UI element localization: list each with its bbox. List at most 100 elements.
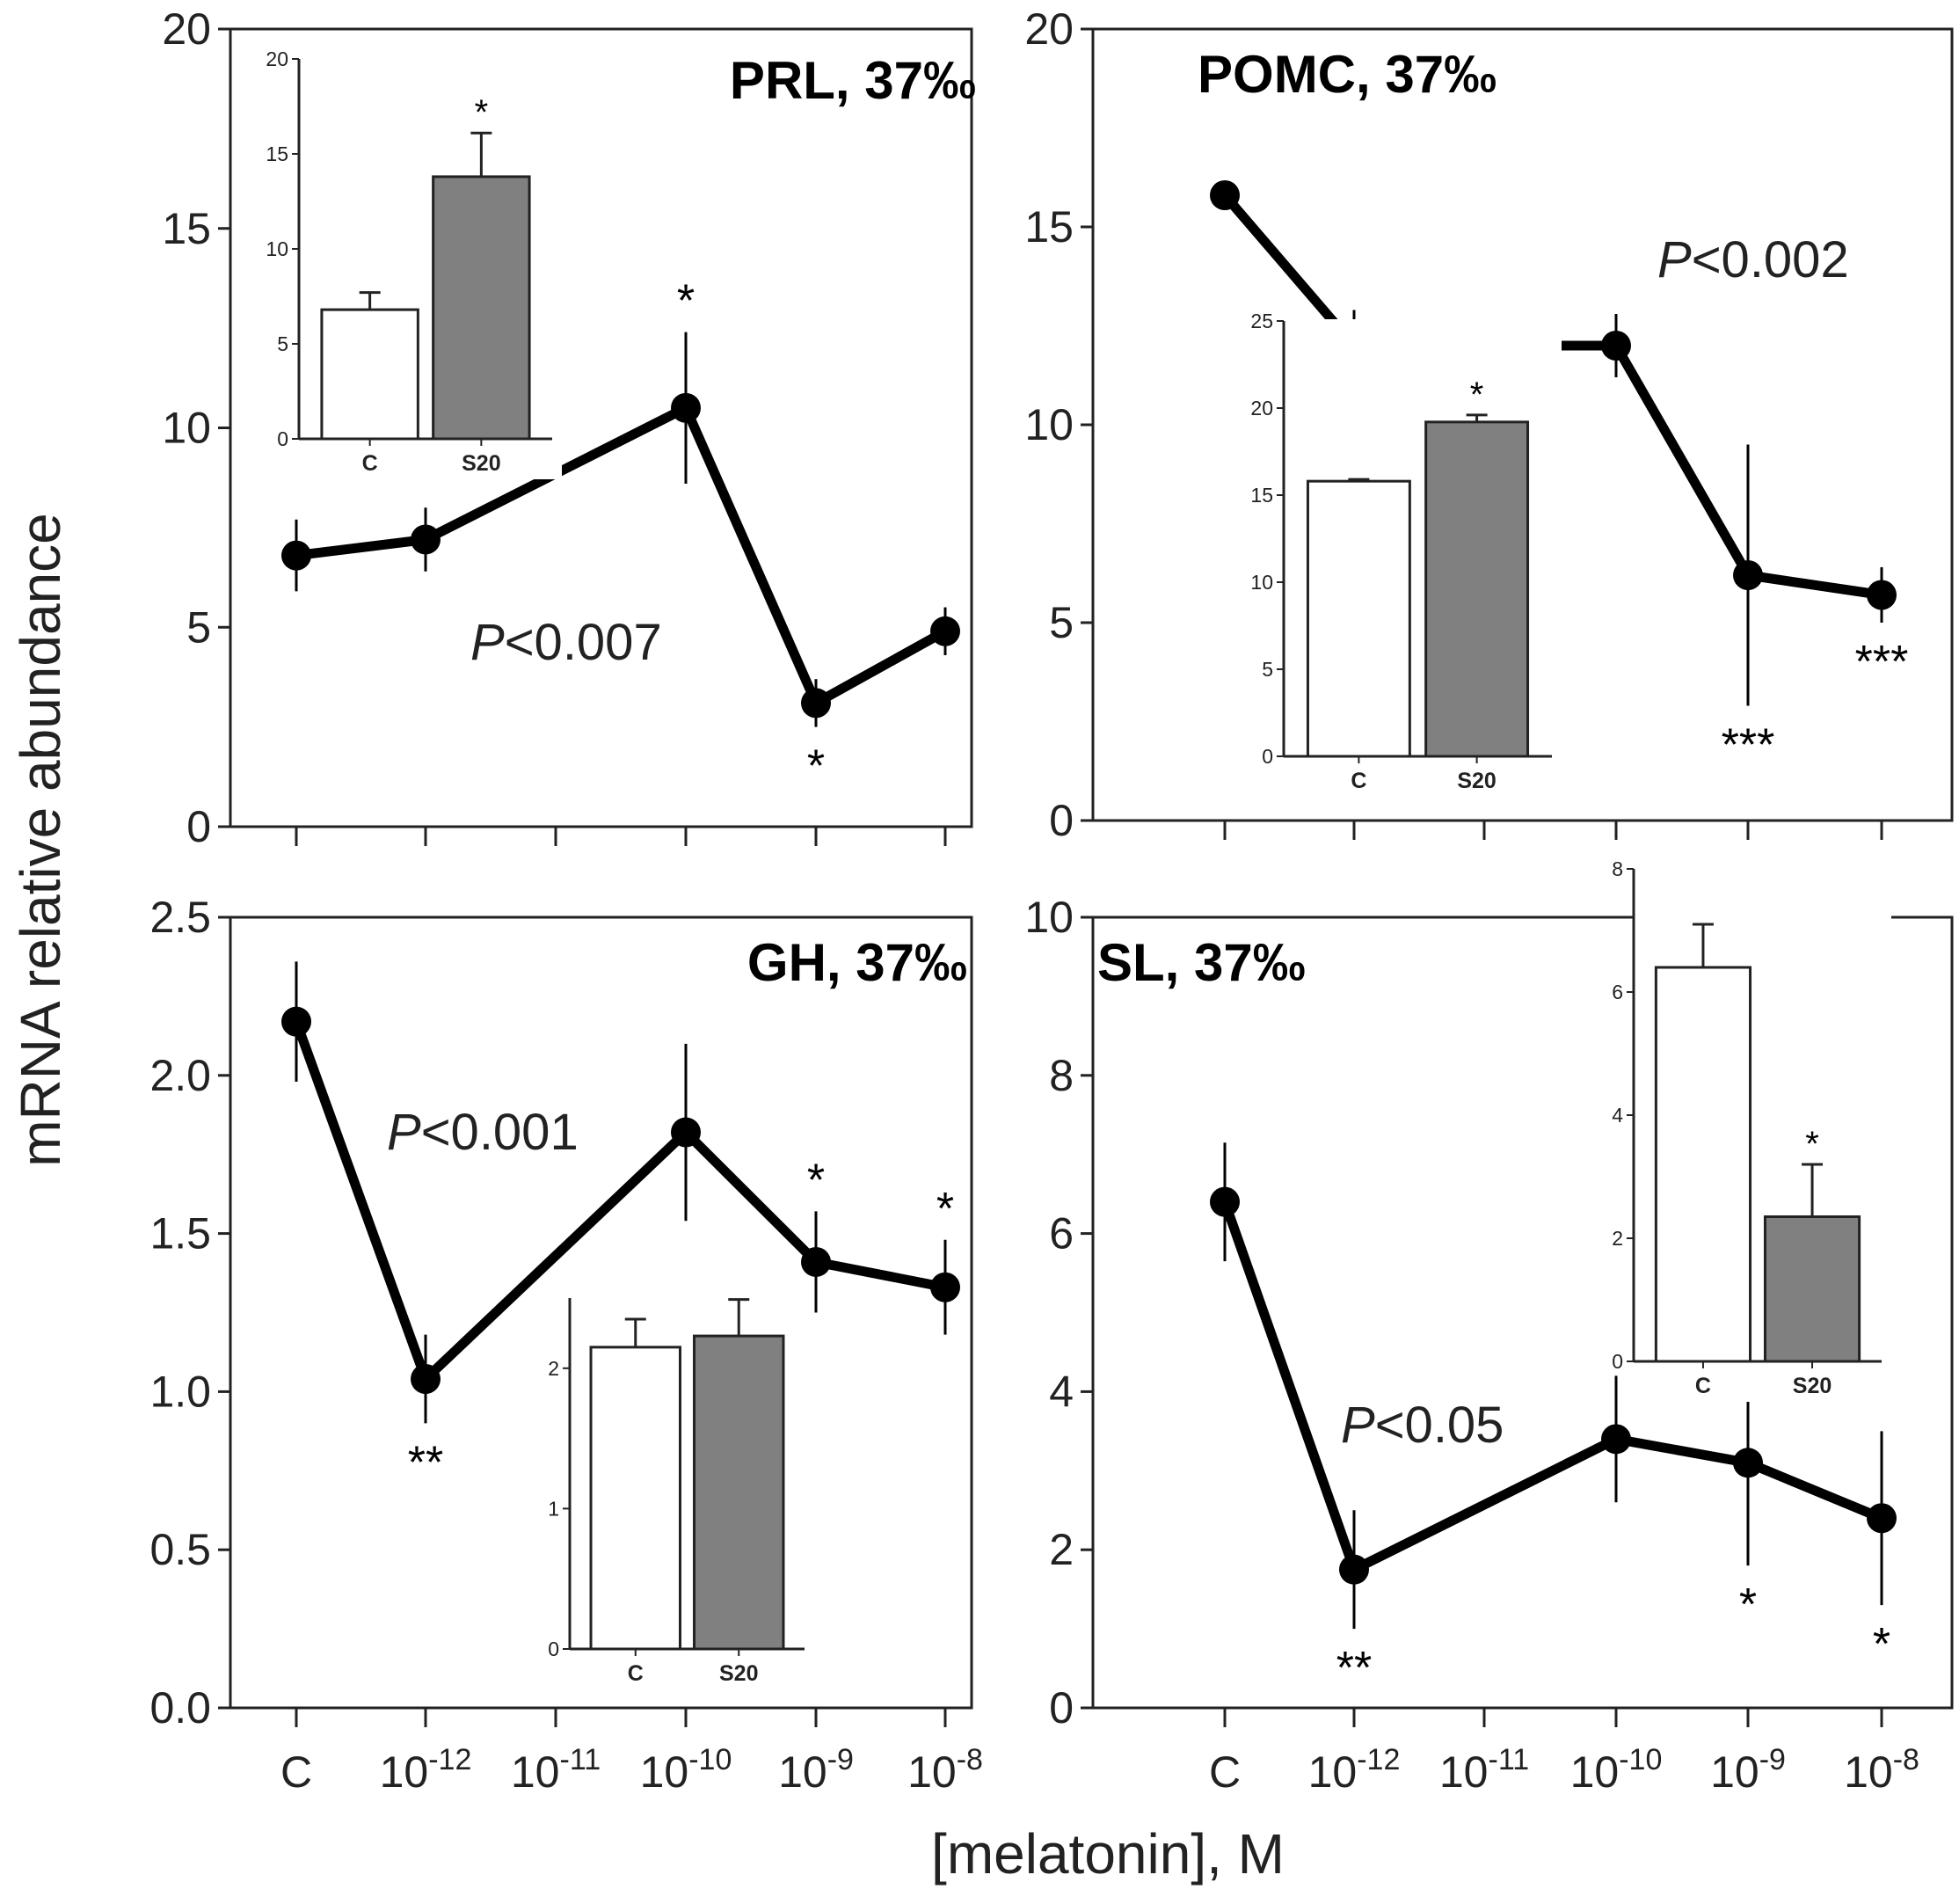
x-tick-label: 10-11 (1439, 1743, 1529, 1797)
panel-sl: 0 2 4 6 8 10 C 10-12 10-11 10-10 10-9 10-8 SL, 37‰ P<… (1024, 857, 1954, 1797)
data-point (801, 1246, 831, 1277)
inset-y-tick-label: 1 (548, 1497, 559, 1520)
inset-bar-s20 (693, 1334, 785, 1651)
significance-marker: ** (1336, 1643, 1372, 1694)
x-tick-label: 10-10 (1570, 1743, 1663, 1797)
data-point (801, 688, 831, 719)
inset-bar-chart: 0 5 10 15 20 C S20 * (266, 47, 562, 479)
inset-y-tick-label: 8 (1612, 857, 1623, 880)
p-value: P<0.001 (387, 1104, 579, 1161)
inset-bar-c (589, 1346, 681, 1651)
x-tick-label: 10-11 (511, 1743, 601, 1797)
plot-frame (1091, 916, 1954, 1710)
y-tick-label: 1.0 (149, 1367, 211, 1416)
inset-y-tick-label: 5 (277, 332, 288, 355)
y-tick-label: 2.0 (149, 1051, 211, 1100)
y-tick-label: 20 (1024, 4, 1074, 54)
data-point (281, 540, 311, 571)
data-point (1210, 180, 1240, 210)
x-tick-label: C (280, 1747, 312, 1797)
inset-bar-s20 (1763, 1215, 1861, 1363)
inset-x-tick-label: S20 (719, 1661, 758, 1686)
y-tick-label: 5 (186, 602, 211, 652)
inset-y-tick-label: 2 (548, 1357, 559, 1380)
y-tick-label: 10 (1024, 400, 1074, 449)
data-point (1601, 1424, 1631, 1455)
x-tick-label: 10-8 (907, 1743, 983, 1797)
inset-y-tick-label: 0 (1612, 1350, 1623, 1373)
inset-x-tick-label: S20 (462, 451, 500, 476)
inset-bar-s20 (432, 175, 531, 441)
inset-bar-c (1654, 966, 1752, 1363)
inset-x-tick-label: C (1351, 769, 1366, 793)
inset-bar-c (320, 308, 419, 441)
y-tick-label: 10 (162, 404, 211, 453)
x-tick-label: 10-12 (380, 1743, 472, 1797)
x-tick-label: 10-9 (1710, 1743, 1786, 1797)
panel-title: PRL, 37‰ (730, 51, 976, 110)
inset-y-tick-label: 15 (1250, 484, 1273, 507)
y-tick-label: 4 (1049, 1367, 1074, 1416)
inset-x-tick-label: S20 (1793, 1374, 1832, 1398)
inset-bar-s20 (1424, 420, 1530, 758)
data-point (1601, 331, 1631, 361)
data-point (411, 1364, 441, 1395)
y-tick-label: 2 (1049, 1525, 1074, 1574)
data-point (930, 616, 960, 646)
inset-y-tick-label: 20 (1250, 397, 1273, 419)
inset-y-tick-label: 25 (1250, 310, 1273, 332)
y-tick-label: 1.5 (149, 1209, 211, 1258)
data-point (1210, 1186, 1240, 1217)
data-point (1733, 1448, 1763, 1478)
inset-y-tick-label: 6 (1612, 981, 1623, 1003)
y-tick-label: 8 (1049, 1051, 1074, 1100)
panel-prl: 0 5 10 15 20 PRL, 37‰ P<0.007 * * 0 5 10 15 20 C S20 * (162, 4, 976, 851)
x-axis-label: [melatonin], M (931, 1822, 1285, 1886)
significance-marker: * (807, 741, 825, 792)
inset-y-tick-label: 10 (1250, 571, 1273, 594)
y-tick-label: 6 (1049, 1209, 1074, 1258)
y-tick-label: 15 (1024, 202, 1074, 252)
y-tick-label: 0.0 (149, 1683, 211, 1733)
data-point (930, 1272, 960, 1302)
p-value: P<0.002 (1657, 231, 1849, 288)
panel-title: GH, 37‰ (747, 933, 967, 992)
panel-pomc: 0 5 10 15 20 POMC, 37‰ P<0.002 *** *** 0 5 10 15 20 25… (1024, 4, 1954, 845)
x-tick-label: C (1209, 1747, 1241, 1797)
significance-marker: * (677, 276, 695, 327)
data-point (1339, 1554, 1369, 1585)
inset-x-tick-label: C (362, 451, 378, 476)
data-point (281, 1006, 311, 1037)
y-tick-label: 20 (162, 4, 211, 54)
significance-marker: * (807, 1155, 825, 1206)
inset-y-tick-label: 0 (1262, 745, 1273, 768)
inset-y-tick-label: 0 (548, 1638, 559, 1660)
p-value: P<0.05 (1341, 1397, 1504, 1454)
data-point (1733, 560, 1763, 590)
inset-y-tick-label: 10 (266, 237, 288, 260)
data-point (411, 524, 441, 555)
panel-title: SL, 37‰ (1097, 933, 1306, 992)
x-tick-label: 10-10 (640, 1743, 732, 1797)
inset-bar-c (1306, 479, 1411, 758)
y-tick-label: 5 (1049, 598, 1074, 647)
y-tick-label: 10 (1024, 893, 1074, 942)
y-tick-label: 0 (1049, 796, 1074, 845)
inset-y-tick-label: 20 (266, 47, 288, 70)
y-tick-label: 0 (186, 802, 211, 851)
significance-marker: * (1739, 1579, 1757, 1630)
inset-significance-marker: * (1470, 376, 1484, 414)
inset-bar-chart: 0 1 2 C S20 (548, 1296, 814, 1689)
data-point (671, 1117, 701, 1148)
p-value: P<0.007 (470, 614, 662, 671)
plot-frame (229, 916, 973, 1710)
inset-y-tick-label: 0 (277, 427, 288, 450)
y-tick-label: 0.5 (149, 1525, 211, 1574)
inset-x-tick-label: C (1695, 1374, 1711, 1398)
panel-title: POMC, 37‰ (1198, 45, 1497, 104)
inset-x-tick-label: C (628, 1661, 644, 1686)
data-point (671, 392, 701, 423)
y-axis-label: mRNA relative abundance (9, 513, 72, 1167)
x-tick-label: 10-8 (1844, 1743, 1919, 1797)
